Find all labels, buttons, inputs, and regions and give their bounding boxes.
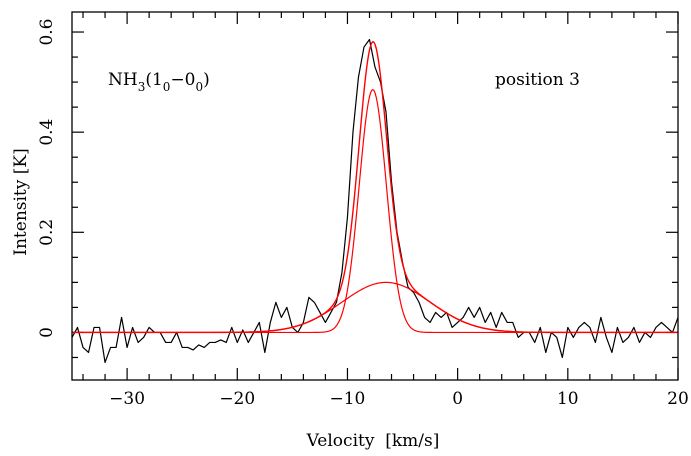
y-tick-label: 0.2 <box>37 219 57 246</box>
x-tick-label: 10 <box>557 389 579 409</box>
y-tick-label: 0 <box>37 327 57 338</box>
x-tick-label: 0 <box>452 389 463 409</box>
y-tick-label: 0.4 <box>37 119 57 146</box>
plot-frame <box>71 11 679 381</box>
axis-ticks <box>72 12 679 380</box>
molecule-annotation: NH3(10−00) <box>108 70 210 94</box>
y-axis-label: Intensity [K] <box>11 148 31 255</box>
observed-spectrum-line <box>71 38 679 364</box>
total-fit-line <box>72 41 678 334</box>
x-tick-label: −10 <box>330 389 366 409</box>
narrow-gaussian-fit-line <box>72 89 678 334</box>
x-tick-label: −20 <box>219 389 255 409</box>
position-annotation: position 3 <box>495 70 580 90</box>
x-tick-label: 20 <box>667 389 689 409</box>
x-tick-label: −30 <box>109 389 145 409</box>
plot-curves <box>71 38 679 364</box>
axis-tick-labels: −30 −20 −10 0 10 20 0 0.2 0.4 0.6 <box>37 19 689 409</box>
y-tick-label: 0.6 <box>37 19 57 46</box>
x-axis-label: Velocity [km/s] <box>306 431 440 451</box>
